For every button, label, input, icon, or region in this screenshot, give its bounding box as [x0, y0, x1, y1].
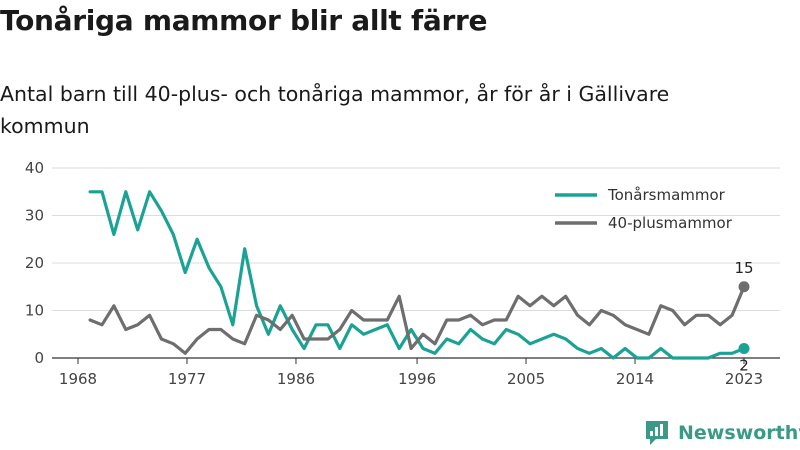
x-tick-label: 1977: [168, 370, 206, 388]
y-tick-label: 40: [25, 159, 44, 177]
legend-label: Tonårsmammor: [607, 186, 726, 204]
series-line-40-plusmammor: [88, 285, 746, 355]
x-tick-label: 2014: [616, 370, 654, 388]
y-tick-label: 10: [25, 302, 44, 320]
y-tick-label: 30: [25, 207, 44, 225]
x-tick-label: 1986: [277, 370, 315, 388]
end-value-label: 15: [734, 259, 753, 277]
end-value-label: 2: [739, 357, 749, 375]
end-point-marker: [738, 343, 750, 354]
brand-name: Newsworthy: [678, 422, 800, 444]
y-tick-label: 20: [25, 254, 44, 272]
chart-subtitle: Antal barn till 40-plus- och tonåriga ma…: [0, 82, 670, 138]
newsworthy-logo-icon: [646, 421, 668, 445]
y-tick-label: 0: [34, 349, 44, 367]
x-tick-label: 2023: [725, 370, 763, 388]
x-tick-label: 2005: [507, 370, 545, 388]
chart-title: Tonåriga mammor blir allt färre: [0, 4, 488, 37]
end-point-marker: [738, 281, 750, 293]
x-tick-label: 1996: [398, 370, 436, 388]
x-tick-label: 1968: [59, 370, 97, 388]
legend-label: 40-plusmammor: [608, 214, 733, 232]
brand-logo: Newsworthy: [644, 419, 800, 447]
